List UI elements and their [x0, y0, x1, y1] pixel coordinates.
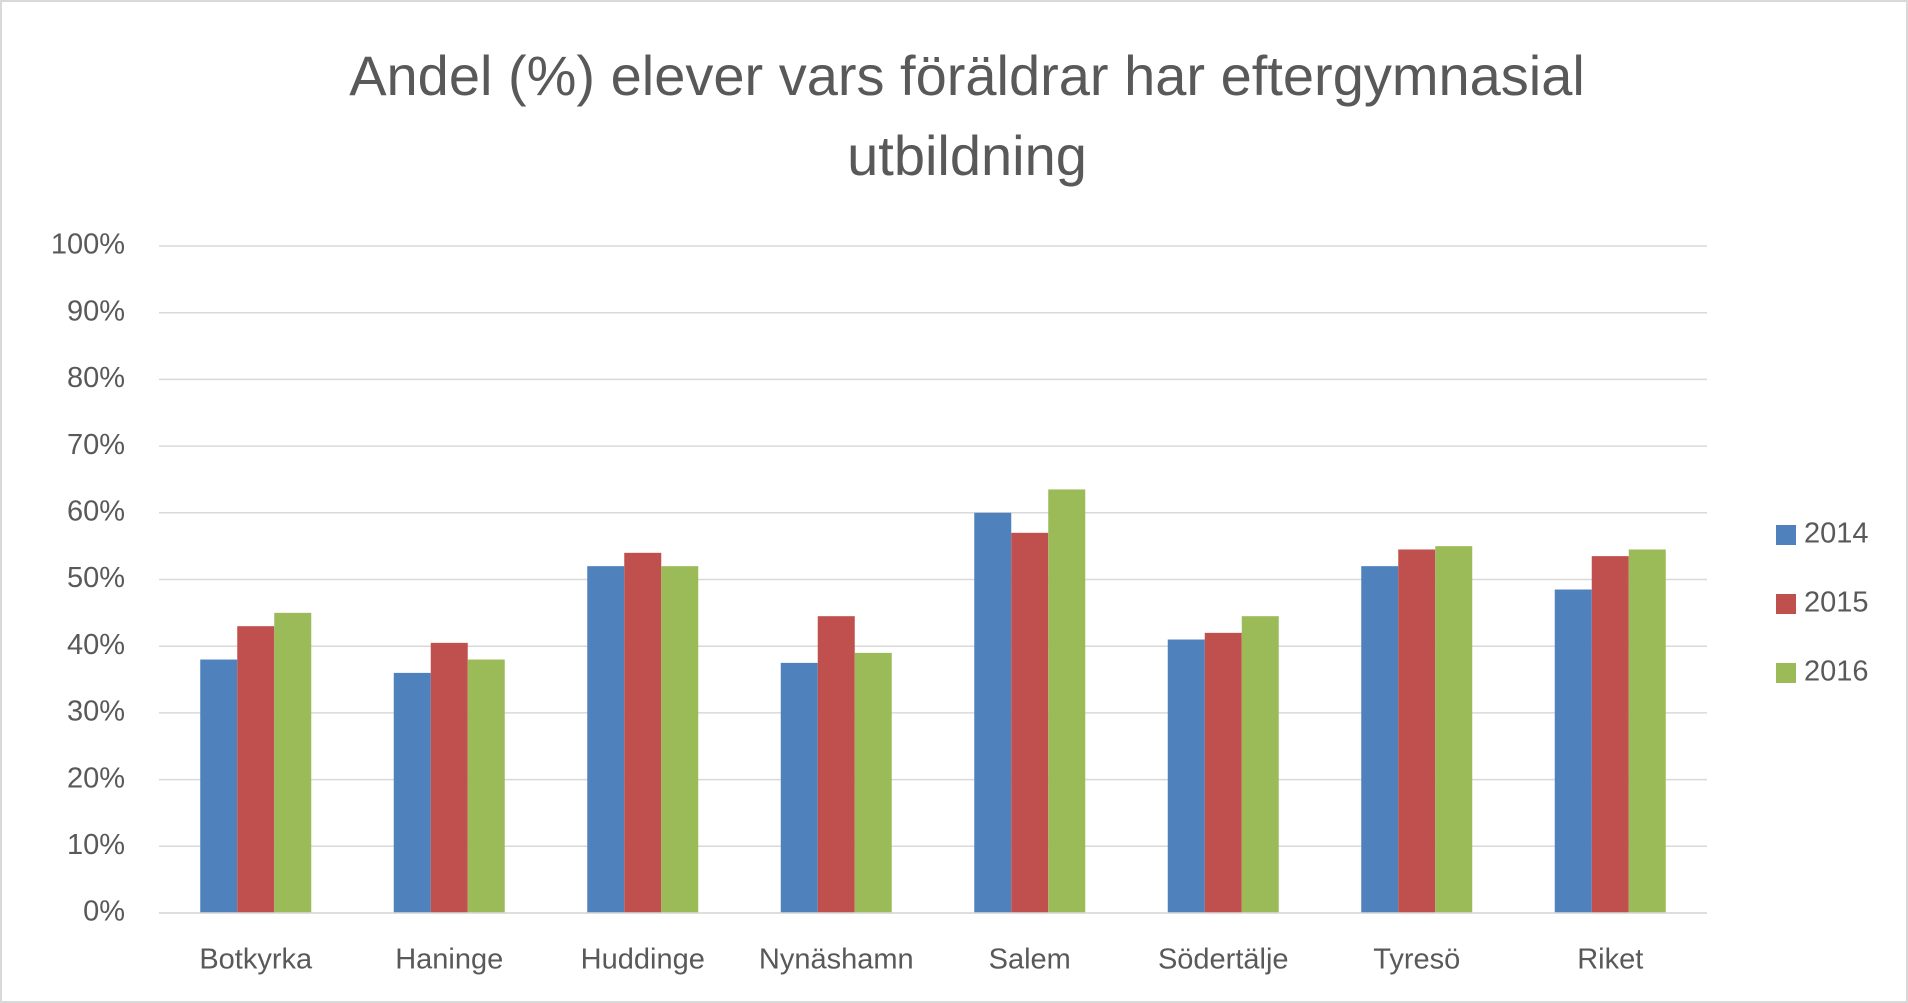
bar — [1361, 566, 1399, 913]
bar — [854, 652, 892, 913]
bar — [1435, 546, 1473, 913]
legend-label: 2015 — [1804, 587, 1869, 619]
y-tick-label: 50% — [67, 562, 125, 594]
bar — [1628, 549, 1666, 913]
y-tick-label: 90% — [67, 295, 125, 327]
x-tick-label: Nynäshamn — [759, 944, 914, 976]
bar — [467, 659, 505, 913]
bar — [624, 552, 662, 913]
bar — [1048, 489, 1086, 913]
bar — [661, 566, 699, 913]
y-tick-label: 60% — [67, 495, 125, 527]
bar — [1398, 549, 1436, 913]
x-tick-label: Salem — [989, 944, 1071, 976]
x-tick-label: Haninge — [395, 944, 503, 976]
legend-swatch — [1776, 594, 1796, 614]
x-tick-label: Södertälje — [1158, 944, 1289, 976]
legend-label: 2016 — [1804, 656, 1869, 688]
bar — [1591, 556, 1629, 913]
bar — [393, 672, 431, 913]
bar — [974, 512, 1012, 913]
x-tick-label: Tyresö — [1373, 944, 1460, 976]
x-tick-label: Botkyrka — [199, 944, 313, 976]
legend-label: 2014 — [1804, 518, 1869, 550]
bar — [587, 566, 625, 913]
y-tick-label: 40% — [67, 629, 125, 661]
legend-swatch — [1776, 663, 1796, 683]
y-tick-label: 10% — [67, 829, 125, 861]
bar — [1204, 632, 1242, 913]
y-tick-label: 80% — [67, 362, 125, 394]
bar — [1011, 532, 1049, 913]
bar — [430, 642, 468, 913]
y-tick-label: 20% — [67, 762, 125, 794]
y-tick-label: 70% — [67, 429, 125, 461]
bar — [237, 626, 275, 913]
x-tick-label: Huddinge — [581, 944, 705, 976]
chart-title: Andel (%) elever vars föräldrar har efte… — [349, 44, 1585, 187]
x-tick-label: Riket — [1577, 944, 1643, 976]
bar — [274, 612, 312, 913]
bar — [780, 662, 818, 913]
y-tick-label: 100% — [51, 229, 125, 261]
bar — [817, 616, 855, 913]
y-tick-label: 0% — [83, 896, 125, 928]
bar — [1241, 616, 1279, 913]
bar — [1167, 639, 1205, 913]
legend-swatch — [1776, 525, 1796, 545]
bar — [1554, 589, 1592, 913]
bar — [200, 659, 238, 913]
y-tick-label: 30% — [67, 696, 125, 728]
